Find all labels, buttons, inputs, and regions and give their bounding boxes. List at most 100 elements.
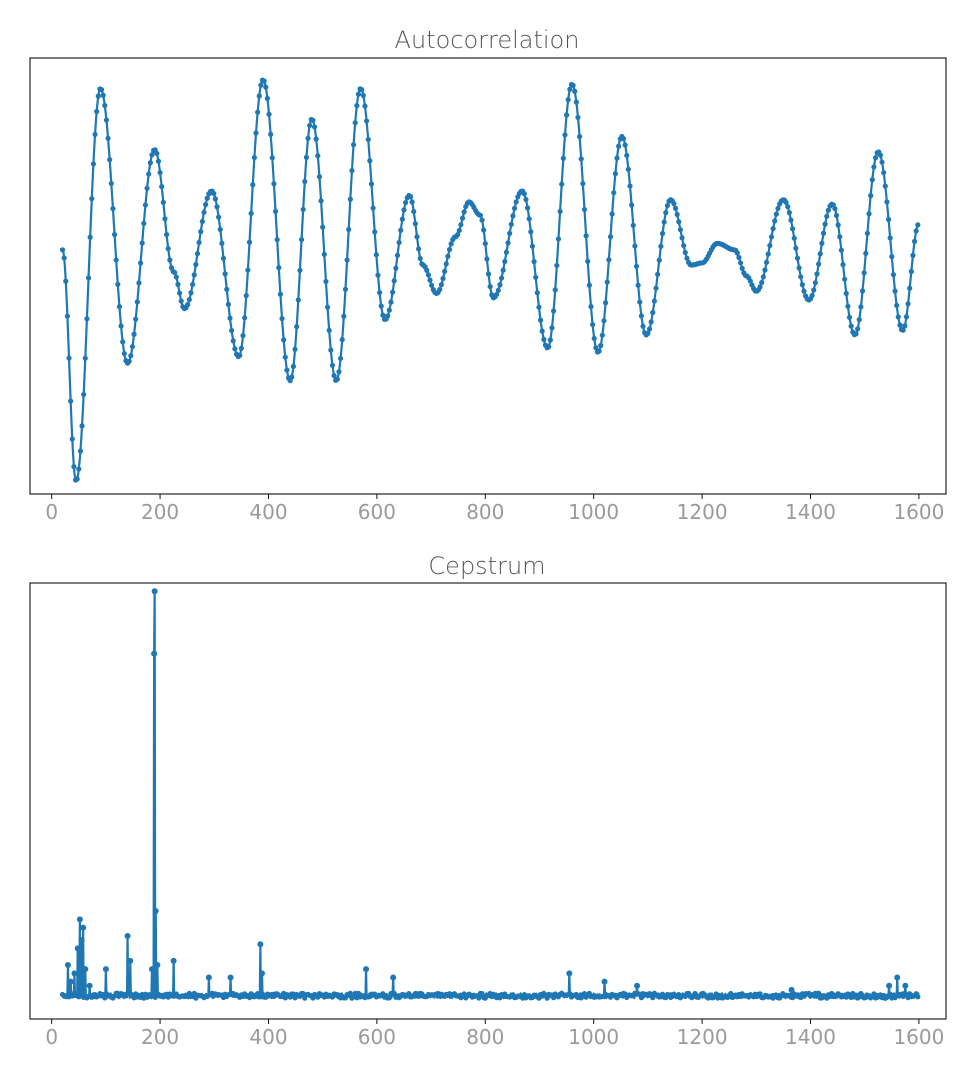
data-point bbox=[481, 227, 487, 233]
data-point bbox=[494, 291, 500, 298]
spike-point bbox=[634, 982, 641, 989]
cepstrum-x-axis: 0 200 400 600 800 1000 1200 1400 1600 bbox=[45, 1019, 944, 1049]
data-point bbox=[399, 216, 405, 222]
data-point bbox=[126, 358, 132, 364]
x-tick-label: 800 bbox=[466, 500, 504, 524]
data-point bbox=[341, 313, 347, 319]
spike-point bbox=[154, 962, 161, 969]
data-point bbox=[536, 304, 542, 310]
data-point bbox=[819, 240, 825, 246]
data-point bbox=[196, 239, 202, 246]
data-point bbox=[313, 136, 319, 142]
data-point bbox=[869, 177, 875, 183]
data-point bbox=[632, 243, 638, 249]
data-point bbox=[570, 82, 576, 88]
data-point bbox=[111, 231, 118, 238]
data-point bbox=[611, 190, 617, 196]
data-point bbox=[788, 217, 794, 223]
data-point bbox=[528, 229, 534, 235]
data-point bbox=[186, 296, 192, 303]
data-point bbox=[448, 241, 454, 247]
data-point bbox=[635, 282, 641, 288]
data-point bbox=[352, 120, 358, 126]
data-point bbox=[565, 97, 571, 103]
data-point bbox=[61, 255, 67, 261]
data-point bbox=[559, 181, 565, 187]
spike-point bbox=[124, 932, 131, 939]
data-point bbox=[866, 211, 872, 217]
data-point bbox=[368, 181, 375, 187]
data-point bbox=[775, 205, 781, 212]
spike-point bbox=[788, 986, 795, 993]
data-point bbox=[118, 323, 124, 329]
data-point bbox=[59, 247, 66, 253]
data-point bbox=[365, 136, 371, 143]
data-point bbox=[523, 196, 529, 203]
data-point bbox=[583, 233, 589, 239]
data-point bbox=[648, 319, 654, 325]
data-point bbox=[487, 283, 493, 290]
data-point bbox=[575, 114, 581, 121]
data-point bbox=[664, 202, 671, 209]
data-point bbox=[736, 254, 742, 261]
data-point bbox=[616, 143, 622, 149]
data-point bbox=[646, 326, 653, 332]
spike-point bbox=[894, 974, 901, 981]
data-point bbox=[835, 222, 841, 228]
data-point bbox=[458, 222, 464, 228]
cepstrum-panel: Cepstrum 0 200 400 600 800 1000 1200 1400 1600 bbox=[29, 552, 947, 1049]
data-point bbox=[429, 282, 435, 288]
data-point bbox=[550, 308, 557, 314]
data-point bbox=[147, 160, 153, 166]
data-point bbox=[300, 206, 306, 213]
x-tick-label: 1000 bbox=[568, 500, 619, 524]
data-point bbox=[572, 88, 578, 94]
data-point bbox=[625, 166, 631, 172]
data-point bbox=[881, 170, 887, 176]
data-point bbox=[824, 213, 830, 219]
data-point bbox=[414, 234, 420, 240]
data-point bbox=[173, 274, 179, 280]
data-point bbox=[282, 354, 288, 360]
spike-point bbox=[363, 966, 370, 973]
spike-point bbox=[82, 966, 89, 973]
data-point bbox=[728, 990, 734, 997]
data-point bbox=[401, 207, 407, 213]
data-point bbox=[76, 466, 82, 472]
data-point bbox=[541, 336, 547, 343]
data-point bbox=[92, 131, 98, 138]
data-point bbox=[95, 93, 101, 99]
data-point bbox=[552, 287, 558, 293]
data-point bbox=[677, 227, 684, 233]
data-point bbox=[872, 155, 879, 161]
data-point bbox=[843, 290, 849, 296]
data-point bbox=[377, 289, 383, 296]
data-point bbox=[562, 132, 568, 138]
data-point bbox=[360, 92, 366, 99]
data-point bbox=[640, 323, 646, 329]
data-point bbox=[739, 265, 745, 271]
data-point bbox=[889, 254, 895, 260]
x-tick-label: 0 bbox=[45, 500, 58, 524]
data-point bbox=[842, 276, 848, 282]
data-point bbox=[175, 281, 181, 288]
data-point bbox=[681, 242, 687, 249]
data-point bbox=[107, 157, 113, 163]
data-point bbox=[507, 230, 513, 236]
data-point bbox=[303, 154, 310, 160]
data-point bbox=[798, 274, 804, 280]
spike-point bbox=[205, 974, 212, 981]
data-point bbox=[305, 135, 311, 141]
data-point bbox=[359, 87, 365, 93]
data-point bbox=[526, 216, 532, 222]
spike-point bbox=[127, 957, 134, 964]
data-point bbox=[672, 205, 679, 211]
data-point bbox=[524, 205, 531, 211]
data-point bbox=[336, 369, 342, 375]
data-point bbox=[910, 252, 916, 258]
data-point bbox=[255, 109, 261, 115]
data-point bbox=[456, 227, 462, 234]
data-point bbox=[294, 324, 300, 330]
data-point bbox=[734, 250, 740, 256]
